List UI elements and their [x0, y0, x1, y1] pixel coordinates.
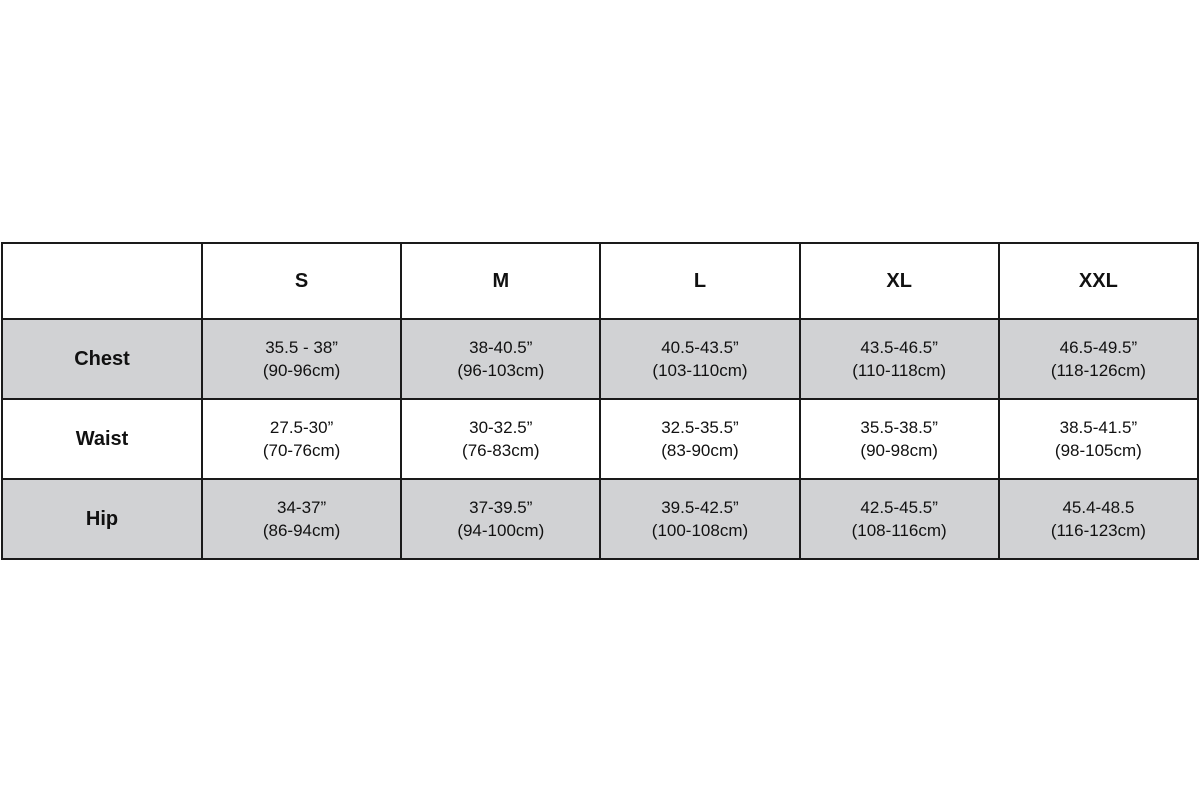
centimeters-value: (100-108cm): [651, 521, 749, 540]
header-row: S M L XL XXL: [1, 242, 1200, 320]
inches-value: 32.5-35.5”: [661, 418, 739, 437]
size-header-s: S: [200, 242, 403, 320]
size-chart-table: S M L XL XXL Chest 35.5 - 38” (90-96cm) 38-40.5”…: [1, 242, 1200, 560]
size-header-l: L: [599, 242, 801, 320]
inches-value: 38-40.5”: [469, 338, 533, 357]
inches-value: 34-37”: [277, 498, 327, 517]
centimeters-value: (83-90cm): [661, 441, 739, 460]
inches-value: 43.5-46.5”: [860, 338, 938, 357]
inches-value: 27.5-30”: [269, 418, 334, 437]
row-label: Hip: [1, 478, 203, 560]
centimeters-value: (103-110cm): [652, 361, 748, 380]
centimeters-value: (70-76cm): [262, 441, 341, 460]
centimeters-value: (108-116cm): [851, 521, 947, 540]
measurement-cell: 37-39.5” (94-100cm): [400, 478, 602, 560]
inches-value: 35.5-38.5”: [860, 418, 938, 437]
measurement-cell: 38.5-41.5” (98-105cm): [997, 398, 1200, 480]
centimeters-value: (116-123cm): [1050, 521, 1146, 540]
corner-cell: [1, 242, 203, 320]
inches-value: 37-39.5”: [469, 498, 533, 517]
inches-value: 45.4-48.5: [1062, 498, 1135, 517]
inches-value: 42.5-45.5”: [860, 498, 938, 517]
measurement-cell: 27.5-30” (70-76cm): [200, 398, 403, 480]
size-header-xxl: XXL: [997, 242, 1200, 320]
inches-value: 35.5 - 38”: [265, 338, 338, 357]
centimeters-value: (76-83cm): [462, 441, 540, 460]
size-header-xl: XL: [798, 242, 1000, 320]
measurement-row-waist: Waist 27.5-30” (70-76cm) 30-32.5” (76-83cm) 3…: [1, 398, 1200, 480]
size-header-m: M: [400, 242, 602, 320]
centimeters-value: (90-98cm): [860, 441, 938, 460]
measurement-cell: 46.5-49.5” (118-126cm): [997, 318, 1200, 400]
centimeters-value: (110-118cm): [852, 361, 947, 380]
measurement-cell: 40.5-43.5” (103-110cm): [599, 318, 801, 400]
inches-value: 39.5-42.5”: [661, 498, 739, 517]
measurement-cell: 38-40.5” (96-103cm): [400, 318, 602, 400]
inches-value: 30-32.5”: [469, 418, 533, 437]
centimeters-value: (90-96cm): [262, 361, 341, 380]
row-label: Chest: [1, 318, 203, 400]
measurement-cell: 45.4-48.5 (116-123cm): [997, 478, 1200, 560]
measurement-cell: 35.5 - 38” (90-96cm): [200, 318, 403, 400]
centimeters-value: (94-100cm): [457, 521, 545, 540]
centimeters-value: (86-94cm): [262, 521, 341, 540]
measurement-cell: 34-37” (86-94cm): [200, 478, 403, 560]
measurement-cell: 43.5-46.5” (110-118cm): [798, 318, 1000, 400]
centimeters-value: (96-103cm): [457, 361, 545, 380]
centimeters-value: (118-126cm): [1050, 361, 1146, 380]
measurement-cell: 42.5-45.5” (108-116cm): [798, 478, 1000, 560]
row-label: Waist: [1, 398, 203, 480]
measurement-cell: 39.5-42.5” (100-108cm): [599, 478, 801, 560]
inches-value: 40.5-43.5”: [661, 338, 739, 357]
centimeters-value: (98-105cm): [1054, 441, 1142, 460]
inches-value: 38.5-41.5”: [1059, 418, 1138, 437]
measurement-row-chest: Chest 35.5 - 38” (90-96cm) 38-40.5” (96-103c…: [1, 318, 1200, 400]
measurement-cell: 30-32.5” (76-83cm): [400, 398, 602, 480]
inches-value: 46.5-49.5”: [1059, 338, 1138, 357]
measurement-row-hip: Hip 34-37” (86-94cm) 37-39.5” (94-100cm) 39.5…: [1, 478, 1200, 560]
measurement-cell: 35.5-38.5” (90-98cm): [798, 398, 1000, 480]
measurement-cell: 32.5-35.5” (83-90cm): [599, 398, 801, 480]
